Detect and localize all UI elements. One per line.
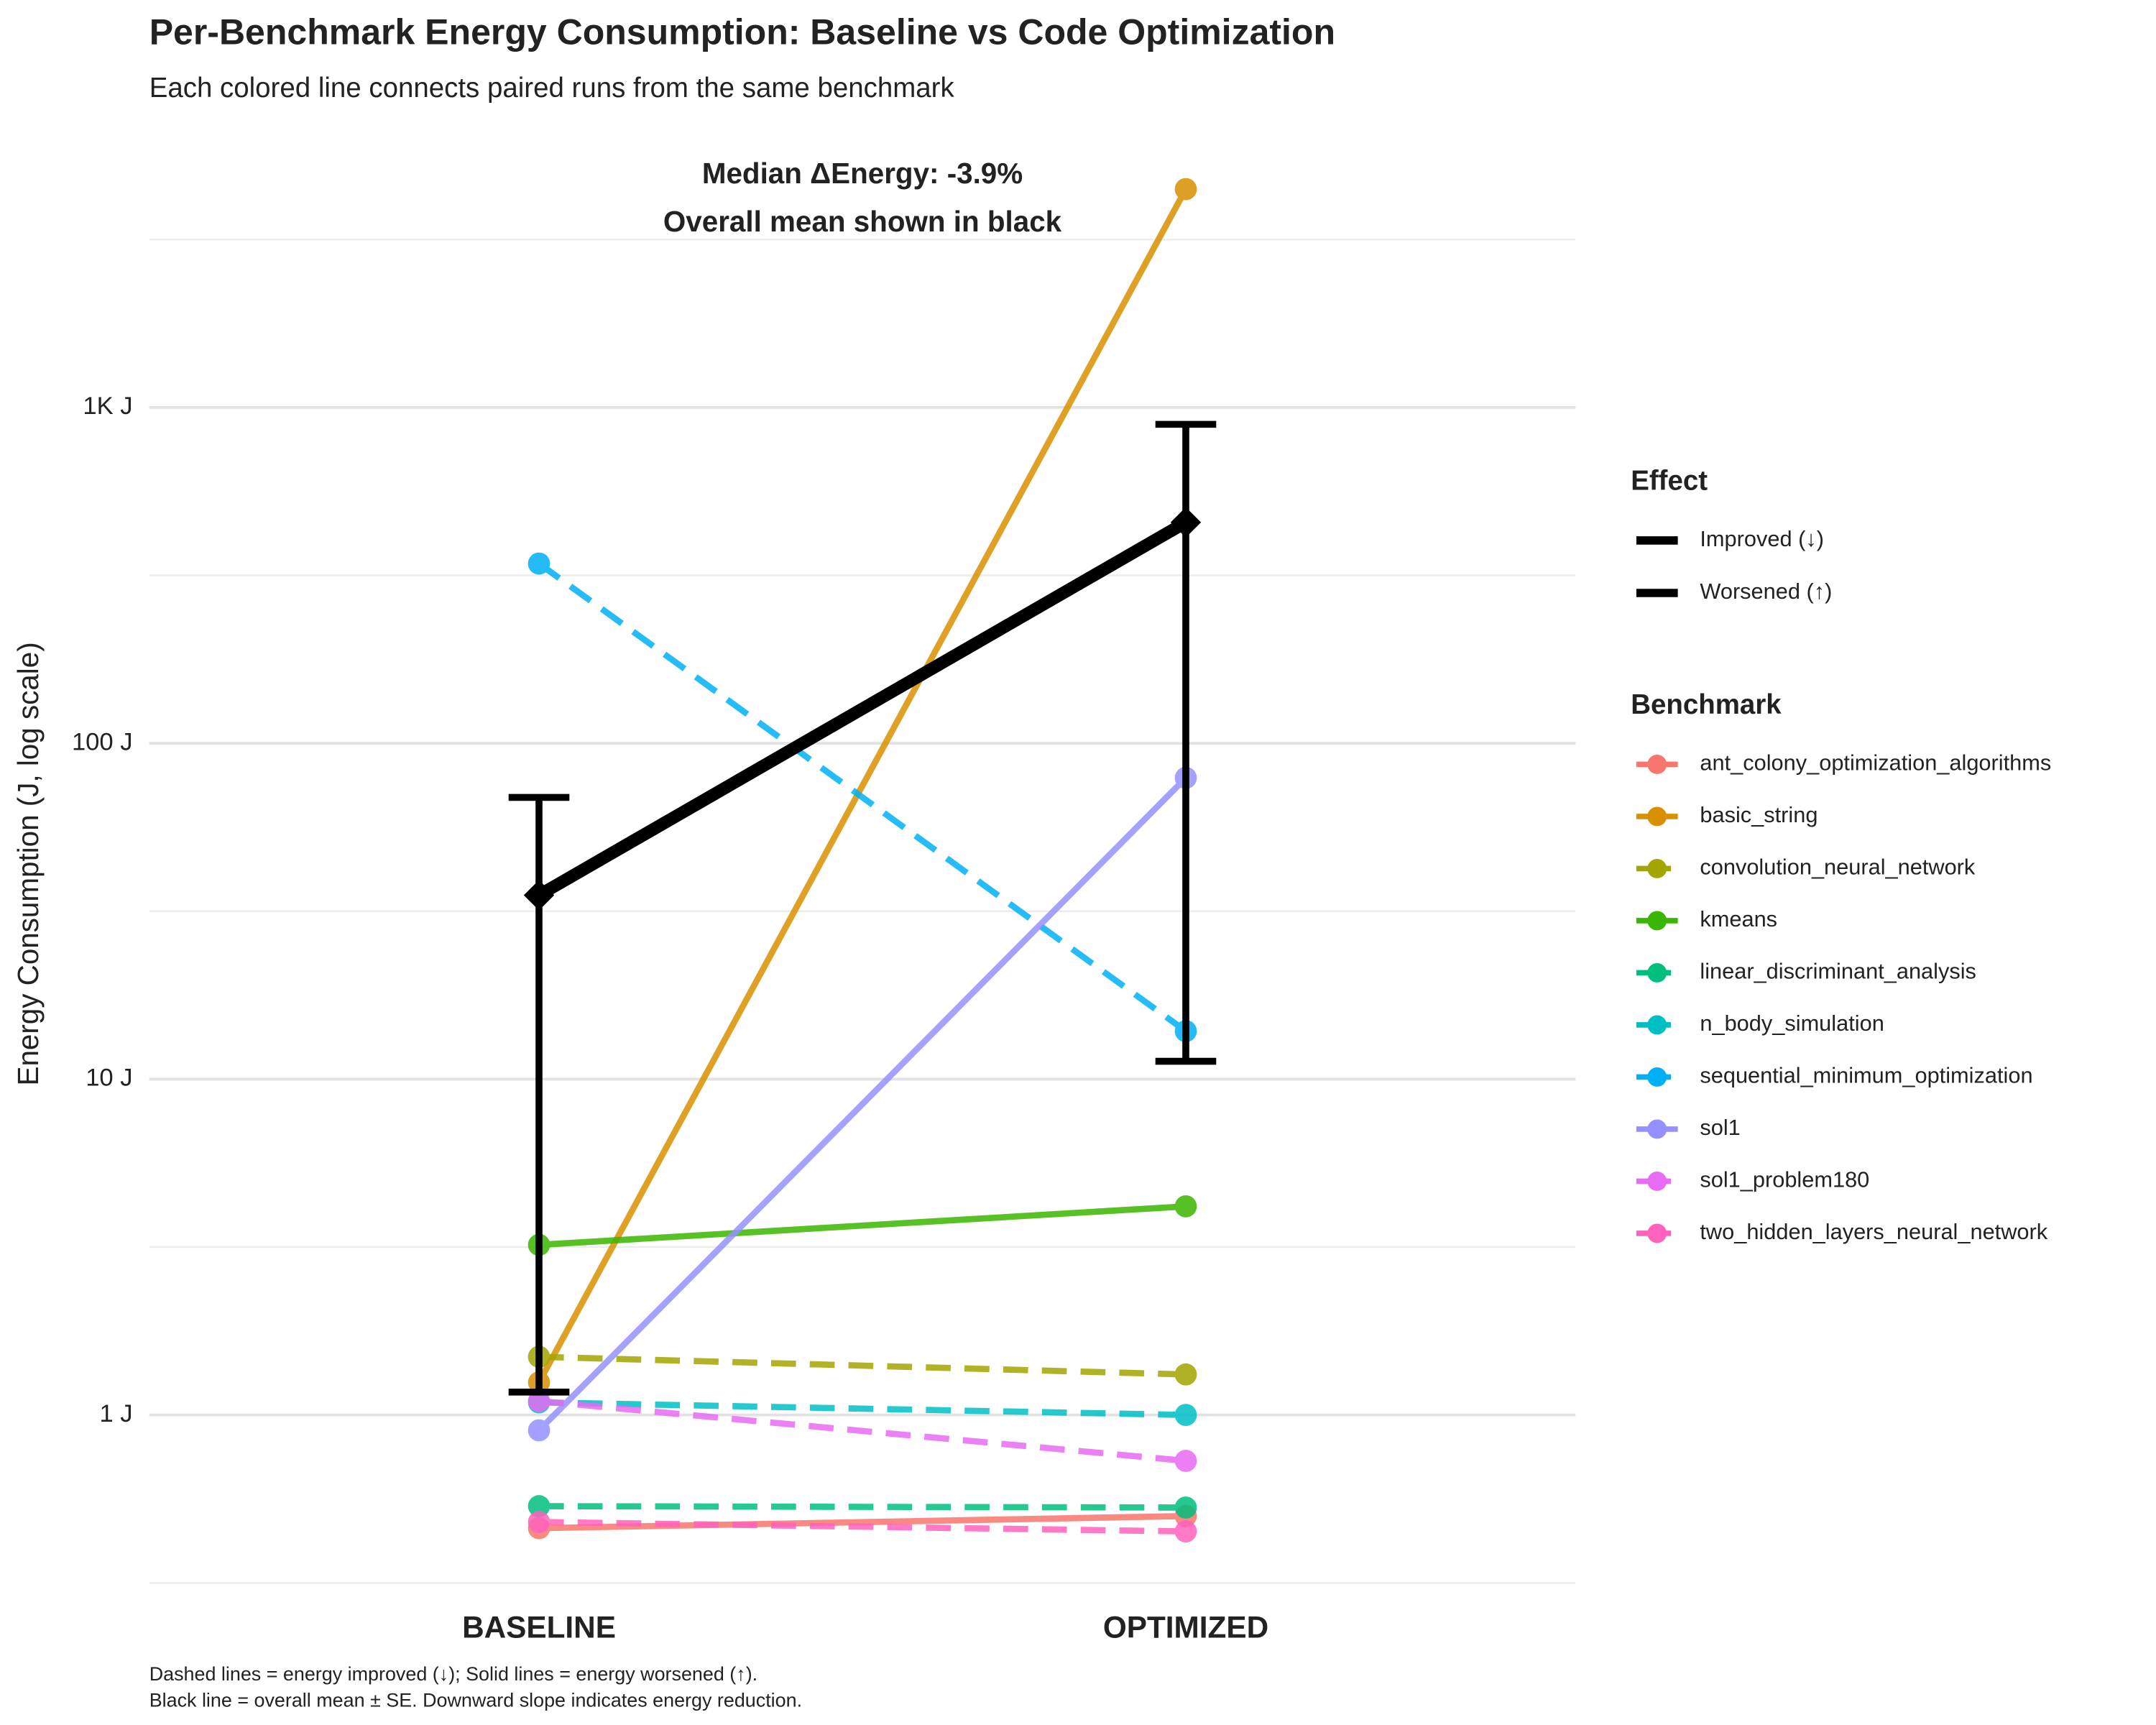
caption: Dashed lines = energy improved (↓); Soli… (149, 1663, 757, 1685)
series-line (536, 776, 1189, 1433)
legend-key-point (1647, 911, 1667, 931)
data-point (528, 1419, 550, 1442)
data-point (528, 1511, 550, 1533)
series-line (537, 561, 1188, 1034)
series-line (538, 1503, 1187, 1511)
legend-label: linear_discriminant_analysis (1700, 959, 1976, 984)
data-point (1174, 1363, 1197, 1386)
data-point (1174, 1195, 1197, 1218)
legend-label: ant_colony_optimization_algorithms (1700, 750, 2051, 776)
series-line (536, 188, 1189, 1384)
mean-marker (1170, 507, 1202, 538)
legend-label: Worsened (↑) (1700, 579, 1832, 604)
legend-key-point (1647, 1015, 1667, 1035)
legend-key-point (1647, 963, 1667, 983)
legend-title: Benchmark (1631, 689, 1782, 720)
chart-subtitle: Each colored line connects paired runs f… (149, 73, 955, 104)
x-tick-label: OPTIMIZED (1103, 1610, 1268, 1644)
series-line (538, 1353, 1187, 1378)
y-tick-label: 10 J (86, 1064, 132, 1092)
series (528, 1511, 1197, 1543)
y-tick-label: 1K J (83, 392, 132, 420)
legend-key-point (1647, 1119, 1667, 1139)
data-point (528, 552, 550, 575)
legend-key-point (1647, 755, 1667, 774)
y-axis-title: Energy Consumption (J, log scale) (11, 642, 45, 1085)
legend-label: n_body_simulation (1700, 1011, 1884, 1036)
mean-marker (523, 880, 555, 911)
data-point (528, 1389, 550, 1412)
legend-label: sol1 (1700, 1115, 1740, 1140)
series-line (538, 1397, 1187, 1464)
data-point (1174, 1404, 1197, 1427)
annotation: Median ΔEnergy: -3.9% (702, 157, 1023, 190)
chart-title: Per-Benchmark Energy Consumption: Baseli… (149, 12, 1335, 52)
data-point (1174, 1496, 1197, 1519)
y-tick-label: 100 J (72, 728, 133, 755)
caption: Black line = overall mean ± SE. Downward… (149, 1689, 802, 1711)
legend-title: Effect (1631, 465, 1708, 496)
series-line (538, 1519, 1187, 1535)
mean-line (535, 517, 1189, 901)
legend-label: sequential_minimum_optimization (1700, 1063, 2032, 1088)
x-tick-label: BASELINE (462, 1610, 616, 1644)
data-point (1174, 178, 1197, 201)
legend-label: Improved (↓) (1700, 526, 1824, 551)
series (528, 1195, 1197, 1256)
legend-key-point (1647, 806, 1667, 827)
legend-key-point (1647, 1223, 1667, 1243)
data-point (1174, 1450, 1197, 1472)
series (528, 1389, 1197, 1472)
legend-key-point (1647, 1172, 1667, 1191)
legend-key-point (1647, 1067, 1667, 1087)
series-line (538, 1512, 1187, 1532)
data-point (528, 1495, 550, 1517)
legend-label: two_hidden_layers_neural_network (1700, 1219, 2047, 1244)
legend-label: sol1_problem180 (1700, 1167, 1869, 1192)
y-tick-label: 1 J (99, 1400, 132, 1427)
series (528, 1495, 1197, 1519)
legend-key-point (1647, 859, 1667, 878)
legend-label: basic_string (1700, 802, 1818, 827)
data-point (1174, 1520, 1197, 1543)
legend-label: convolution_neural_network (1700, 855, 1976, 880)
series-line (538, 1203, 1187, 1248)
legend-label: kmeans (1700, 906, 1777, 932)
series-line (538, 1399, 1187, 1418)
annotation: Overall mean shown in black (663, 205, 1062, 238)
